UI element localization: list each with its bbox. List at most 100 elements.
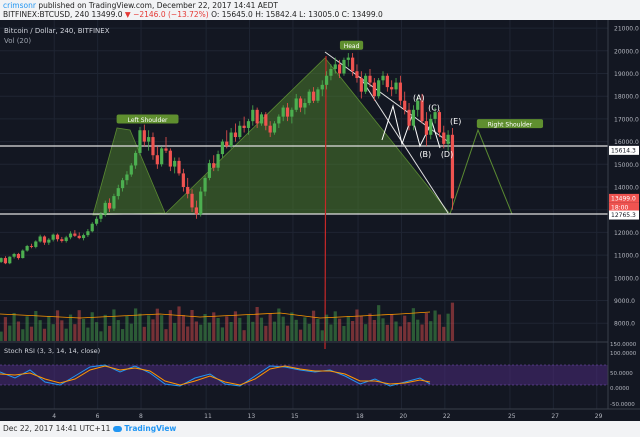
rsi-tick-label: -50.0000 bbox=[610, 402, 635, 408]
time-tick-label: 15 bbox=[291, 413, 299, 420]
tradingview-logo-icon bbox=[113, 426, 123, 432]
candle-body bbox=[151, 137, 155, 156]
wave-label: (D) bbox=[441, 150, 453, 159]
candle-body bbox=[42, 236, 47, 243]
candle-body bbox=[21, 250, 25, 259]
price-label-box bbox=[609, 210, 639, 220]
candle-body bbox=[246, 121, 251, 128]
candle-body bbox=[216, 154, 220, 168]
candle-body bbox=[398, 82, 402, 101]
candle-body bbox=[324, 75, 329, 85]
price-chart[interactable]: 8000.09000.010000.011000.012000.013000.0… bbox=[0, 20, 640, 421]
candle-body bbox=[107, 202, 112, 209]
volume-bar bbox=[142, 326, 146, 341]
candle-body bbox=[342, 59, 346, 74]
candle-body bbox=[238, 125, 242, 138]
price-label-text: 13499.0 bbox=[611, 196, 636, 203]
volume-bar bbox=[12, 313, 16, 341]
candle-body bbox=[294, 98, 298, 110]
annotation-box bbox=[476, 119, 544, 129]
candle-body bbox=[47, 239, 51, 243]
candle-body bbox=[134, 152, 138, 166]
candle-body bbox=[147, 137, 151, 142]
candle-body bbox=[307, 91, 311, 104]
volume-bar bbox=[351, 321, 355, 341]
price-change: ▼ −2146.0 (−13.72%) bbox=[124, 10, 209, 19]
annotation-label: Right Shoulder bbox=[488, 121, 533, 128]
candle-body bbox=[281, 107, 285, 117]
candle-body bbox=[403, 100, 407, 110]
volume-bar bbox=[168, 310, 172, 341]
price-tick-label: 15000.0 bbox=[614, 162, 639, 169]
candle-body bbox=[368, 75, 372, 83]
volume-bar bbox=[342, 326, 346, 341]
candles bbox=[0, 53, 455, 265]
candle-body bbox=[212, 163, 216, 168]
volume-bar bbox=[238, 317, 242, 341]
candle-body bbox=[377, 80, 381, 97]
price-tick-label: 12000.0 bbox=[614, 230, 639, 237]
tradingview-brand: TradingView bbox=[124, 424, 177, 433]
candle-body bbox=[411, 109, 415, 126]
volume-bar bbox=[338, 318, 342, 341]
candle-body bbox=[190, 193, 194, 208]
candle-body bbox=[259, 114, 264, 124]
volume-bar bbox=[294, 319, 298, 341]
wave-label: (B) bbox=[419, 150, 431, 159]
volume-bar bbox=[38, 320, 42, 341]
candle-body bbox=[338, 64, 342, 74]
candle-body bbox=[16, 253, 21, 259]
volume-bar bbox=[155, 308, 159, 341]
candle-body bbox=[77, 235, 81, 239]
candle-body bbox=[125, 174, 129, 181]
wave-label: (A) bbox=[413, 93, 425, 102]
volume-bar bbox=[320, 330, 324, 341]
volume-bar bbox=[190, 310, 194, 341]
candle-body bbox=[233, 132, 238, 138]
volume-bar bbox=[298, 329, 303, 341]
price-label-box bbox=[609, 202, 639, 212]
candle-body bbox=[60, 239, 64, 242]
volume-bar bbox=[450, 302, 455, 341]
time-axis-ticks: 4 6 8 11 13 15 18 20 22 25 27 29 bbox=[52, 413, 602, 420]
price-tick-label: 14000.0 bbox=[614, 185, 639, 192]
volume-bar bbox=[186, 326, 190, 341]
volume-bar bbox=[290, 312, 294, 341]
published-text: published on TradingView.com, December 2… bbox=[38, 1, 278, 10]
candle-body bbox=[138, 130, 142, 153]
candle-body bbox=[416, 100, 420, 110]
candle-body bbox=[68, 233, 73, 238]
price-label-text: 18:00 bbox=[611, 205, 628, 212]
volume-bar bbox=[112, 309, 116, 341]
annotation-label: Left Shoulder bbox=[128, 117, 168, 124]
volume-bar bbox=[333, 311, 337, 341]
time-tick-label: 11 bbox=[204, 413, 212, 420]
volume-bar bbox=[203, 314, 207, 341]
volume-bar bbox=[29, 326, 34, 341]
candle-body bbox=[442, 132, 446, 144]
ohlc-values: O: 15645.0 H: 15842.4 L: 13005.0 C: 1349… bbox=[211, 10, 383, 19]
volume-bar bbox=[259, 317, 264, 341]
candle-body bbox=[129, 165, 133, 175]
candle-body bbox=[229, 132, 233, 147]
chart-title: Bitcoin / Dollar, 240, BITFINEX bbox=[4, 27, 110, 35]
volume-bar bbox=[242, 330, 246, 341]
stoch-d-line bbox=[0, 365, 431, 386]
candle-body bbox=[290, 109, 294, 117]
volume-bar bbox=[355, 309, 359, 341]
volume-bar bbox=[433, 310, 437, 341]
author-link[interactable]: crimsonr bbox=[3, 1, 36, 10]
candle-body bbox=[298, 98, 303, 108]
candle-body bbox=[64, 237, 68, 242]
candle-body bbox=[0, 258, 3, 262]
volume-bar bbox=[329, 324, 333, 341]
right-shoulder-projection bbox=[449, 128, 513, 215]
candle-body bbox=[433, 112, 437, 119]
volume-bar bbox=[364, 324, 368, 341]
candle-body bbox=[320, 84, 324, 90]
volume-bar bbox=[424, 313, 429, 341]
price-axis bbox=[608, 20, 640, 421]
time-tick-label: 29 bbox=[595, 413, 603, 420]
volume-bar bbox=[77, 310, 81, 341]
volume-bar bbox=[233, 311, 238, 341]
